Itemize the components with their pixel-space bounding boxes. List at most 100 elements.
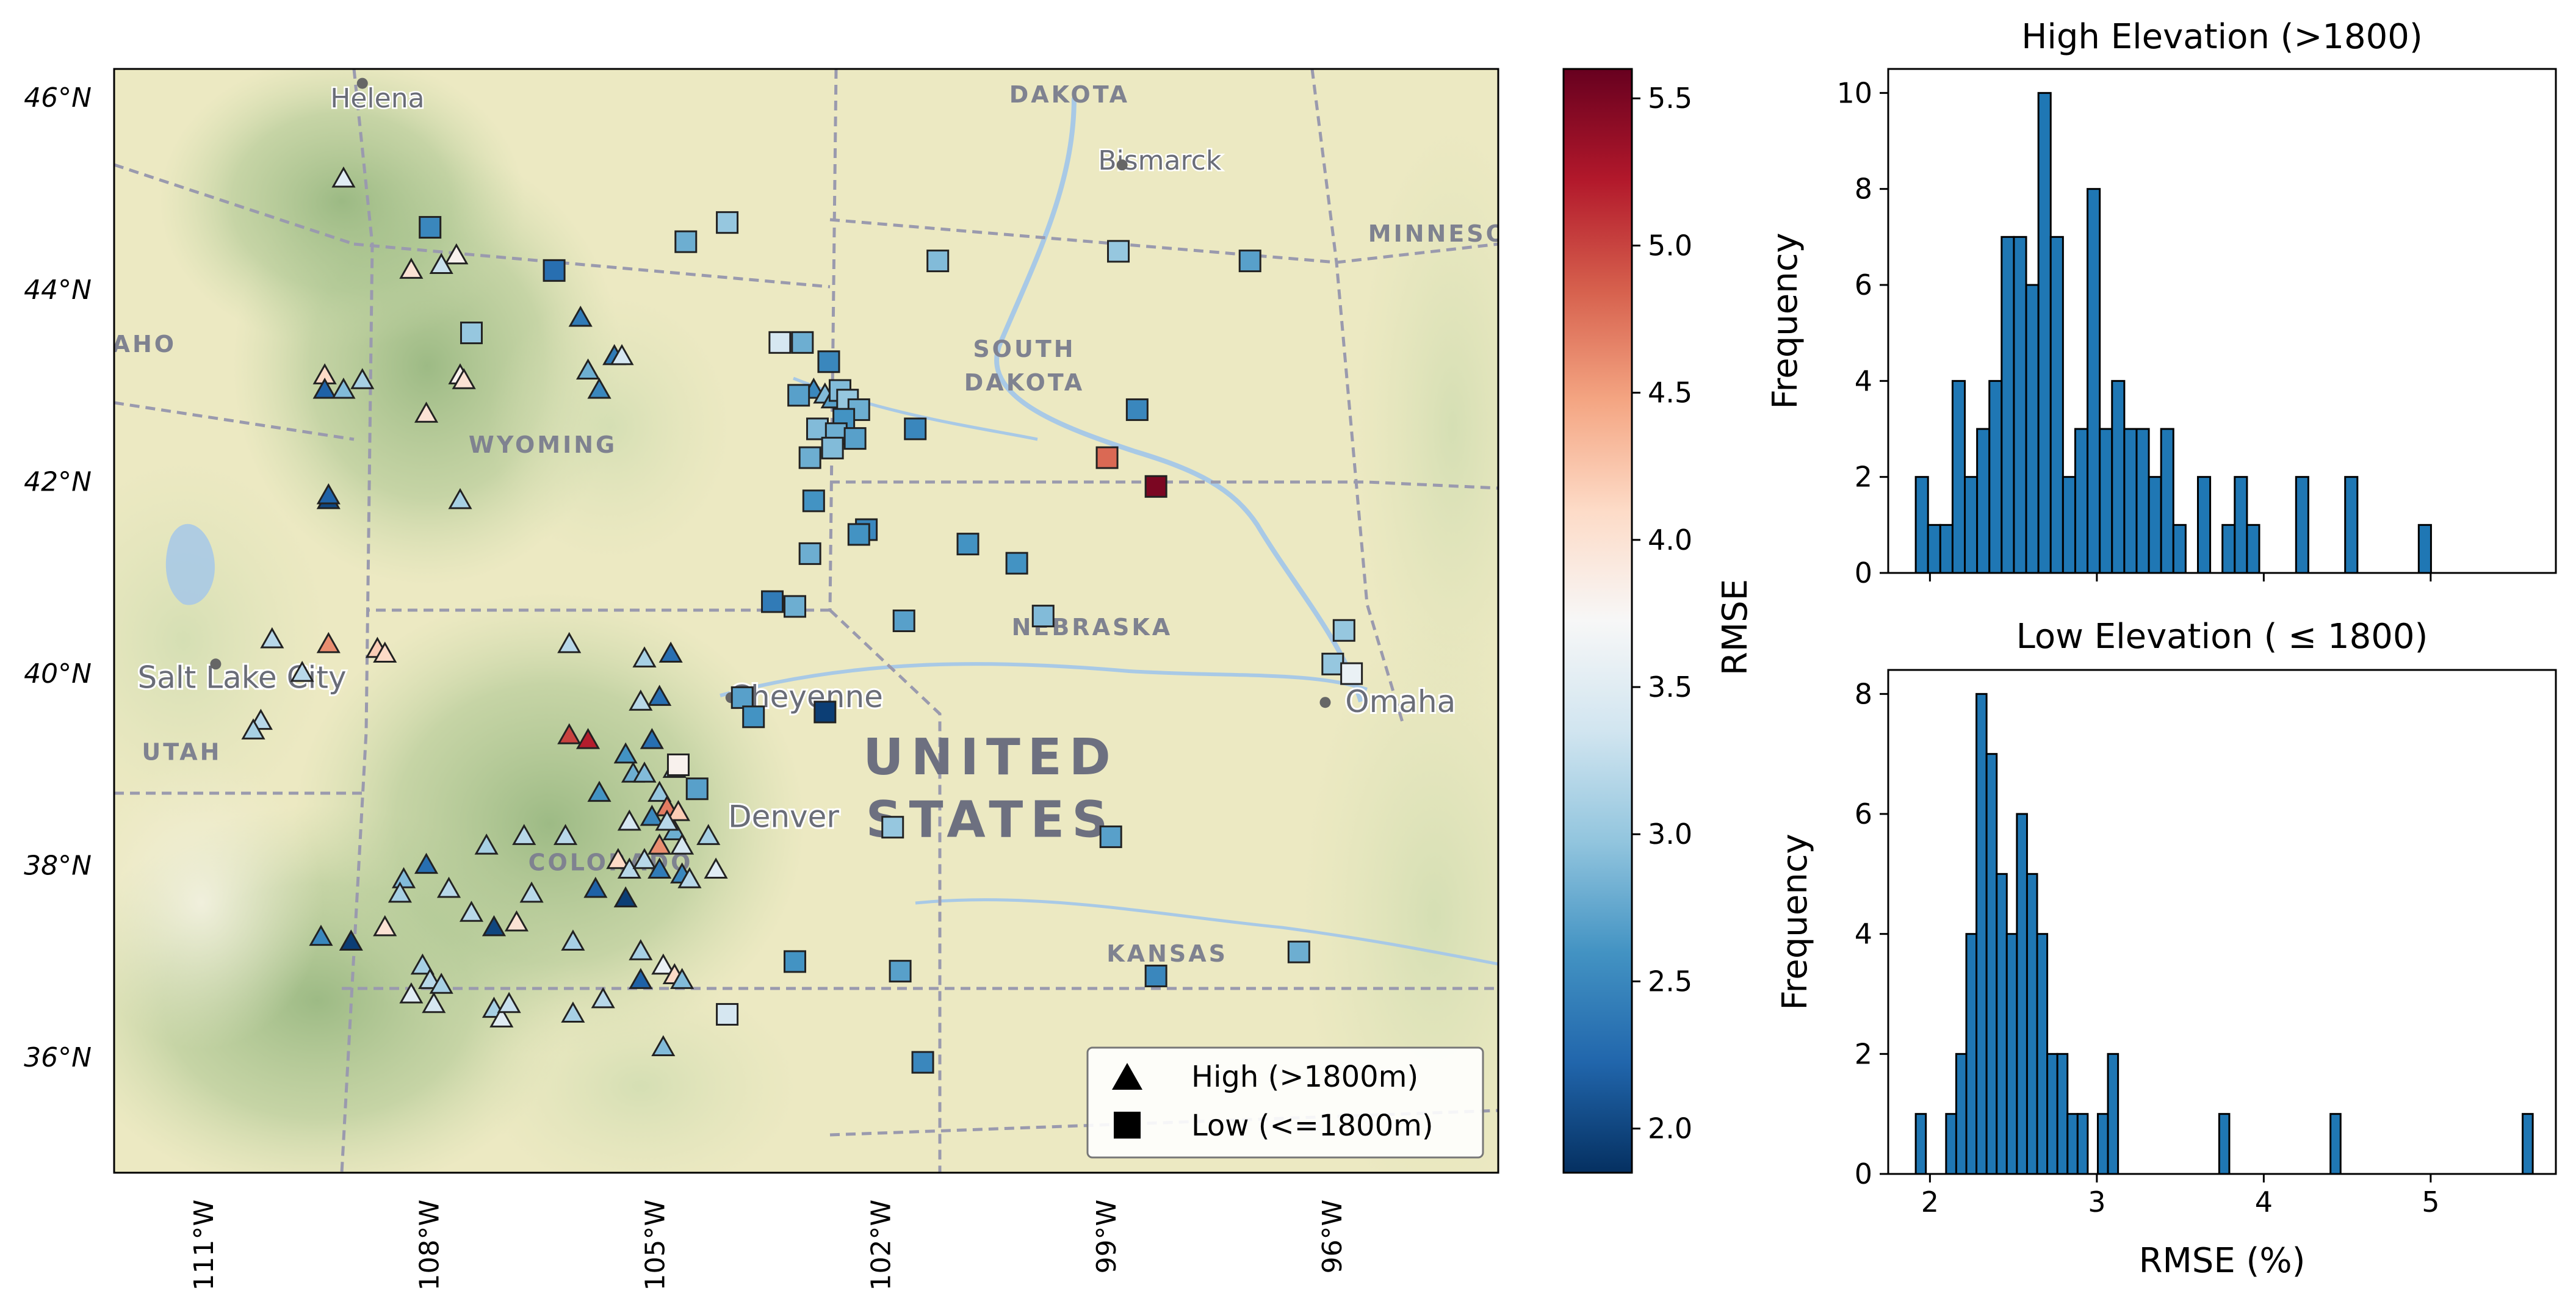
- station-high-marker: [677, 867, 702, 888]
- station-low-marker: [1095, 446, 1119, 469]
- histogram-bar: [1914, 1113, 1927, 1175]
- lon-tick-label: 102°W: [865, 1200, 897, 1291]
- histogram-bar: [2111, 380, 2126, 574]
- legend-box: [1086, 1046, 1484, 1159]
- station-high-marker: [388, 881, 412, 903]
- legend-square-marker: [1114, 1112, 1141, 1139]
- hist-low-frame: [1887, 669, 2557, 1175]
- station-high-marker: [648, 833, 672, 855]
- station-high-marker: [373, 641, 397, 663]
- station-high-marker: [553, 824, 578, 845]
- station-markers: [241, 166, 1363, 1074]
- map-lat-ticks: 46°N 44°N 42°N 40°N 38°N 36°N: [24, 82, 92, 1073]
- y-tick-label: 0: [1855, 1157, 1872, 1190]
- histogram-bar: [2148, 476, 2162, 574]
- station-high-marker: [448, 488, 472, 509]
- histogram-bar: [2099, 428, 2113, 574]
- city-dot: [210, 658, 222, 670]
- station-high-marker: [648, 780, 672, 802]
- station-high-marker: [373, 915, 397, 937]
- station-high-marker: [312, 377, 337, 399]
- histogram-bar: [2160, 428, 2174, 574]
- station-high-marker: [696, 824, 721, 845]
- colorbar-tick-label: 5.5: [1648, 82, 1692, 115]
- histogram-bar: [2221, 524, 2236, 574]
- station-high-marker: [587, 780, 612, 802]
- histogram-bar: [2013, 236, 2027, 574]
- map-legend: High (>1800m) Low (<=1800m): [1086, 1046, 1484, 1159]
- x-tick-label: 2: [1921, 1186, 1939, 1218]
- station-low-marker: [460, 322, 483, 345]
- place-label: Denver: [728, 799, 839, 835]
- histogram-bar: [2049, 236, 2064, 574]
- histogram-bar: [1965, 933, 1978, 1175]
- station-low-marker: [1321, 652, 1344, 675]
- histogram-bar: [2025, 284, 2040, 574]
- hist-high-bars: [1914, 92, 2432, 574]
- colorbar: 2.0 2.5 3.0 3.5 4.0 4.5 5.0 5.5 RMSE: [1562, 68, 1755, 1174]
- station-high-marker: [648, 685, 672, 706]
- station-high-marker: [429, 973, 453, 994]
- station-high-marker: [575, 358, 601, 380]
- histogram-bar: [2344, 476, 2359, 574]
- histogram-bar: [1976, 428, 1991, 574]
- place-label: DAKOTA: [1009, 81, 1130, 108]
- station-high-marker: [410, 953, 435, 975]
- histogram-bar: [1955, 1053, 1968, 1175]
- place-label: STATES: [866, 791, 1116, 849]
- colorbar-label: RMSE: [1716, 579, 1755, 675]
- station-high-marker: [629, 968, 653, 989]
- histogram-bar: [1985, 753, 1998, 1175]
- place-label: Helena: [330, 83, 424, 114]
- station-high-marker: [561, 929, 585, 951]
- colorbar-ramp: [1562, 68, 1633, 1174]
- histogram-bar: [2087, 188, 2101, 574]
- station-low-marker: [716, 1002, 739, 1026]
- lat-tick-label: 38°N: [24, 851, 92, 882]
- station-high-marker: [391, 867, 416, 888]
- histogram-bar: [2329, 1113, 2342, 1175]
- y-tick-label: 2: [1855, 1037, 1872, 1070]
- station-high-marker: [561, 1001, 585, 1023]
- histogram-bar: [2076, 1113, 2089, 1175]
- colorbar-tick-label: 2.0: [1648, 1112, 1692, 1145]
- station-low-marker: [802, 489, 825, 513]
- station-high-marker: [452, 368, 476, 389]
- y-tick-label: 4: [1855, 364, 1872, 397]
- station-high-marker: [331, 377, 356, 399]
- station-high-marker: [350, 368, 375, 389]
- station-high-marker: [436, 876, 461, 898]
- map-terrain: [114, 69, 1498, 1173]
- station-low-marker: [685, 777, 709, 801]
- station-low-marker: [956, 533, 980, 556]
- station-high-marker: [504, 910, 529, 932]
- place-label: SOUTH: [973, 336, 1075, 362]
- station-high-marker: [290, 660, 314, 682]
- station-high-marker: [575, 728, 601, 749]
- colorbar-tick-label: 4.5: [1648, 376, 1692, 409]
- station-low-marker: [892, 610, 915, 632]
- station-high-marker: [474, 833, 499, 855]
- station-low-marker: [1287, 940, 1310, 963]
- station-low-marker: [904, 417, 927, 441]
- station-high-marker: [316, 483, 341, 505]
- lat-tick-label: 40°N: [24, 658, 92, 689]
- station-low-marker: [1144, 965, 1167, 988]
- histogram-bar: [1914, 476, 1929, 574]
- station-high-marker: [557, 632, 582, 653]
- city-dot: [1116, 159, 1128, 171]
- station-low-marker: [881, 816, 904, 839]
- histogram-bar: [1975, 693, 1988, 1175]
- histogram-bar: [2001, 236, 2015, 574]
- station-low-marker: [1238, 250, 1261, 273]
- station-low-marker: [784, 595, 807, 618]
- station-high-marker: [444, 243, 469, 265]
- histogram-bar: [2016, 813, 2028, 1175]
- place-label: MINNESO: [1368, 220, 1508, 247]
- place-labels: DAKOTA Bismarck Helena MINNESO SOUTH DAKOTA AH…: [114, 81, 1508, 967]
- histogram-bar: [1964, 476, 1979, 574]
- station-high-marker: [613, 742, 638, 764]
- histogram-bar: [2036, 933, 2049, 1175]
- station-high-marker: [519, 881, 544, 903]
